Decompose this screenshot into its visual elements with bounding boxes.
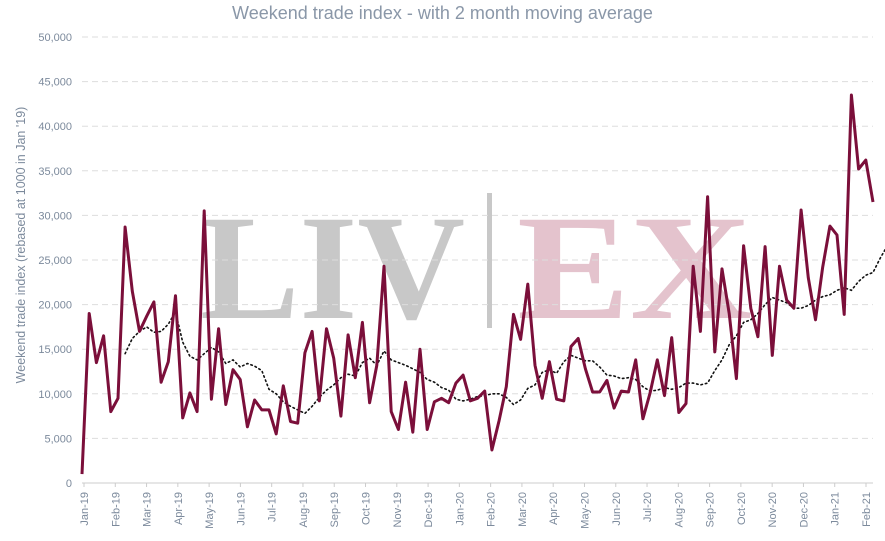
y-tick-label: 45,000 xyxy=(38,77,72,89)
y-tick-label: 30,000 xyxy=(38,210,72,222)
x-tick-label: Feb-19 xyxy=(110,492,122,527)
x-tick-label: May-20 xyxy=(579,492,591,529)
y-tick-label: 25,000 xyxy=(38,255,72,267)
y-tick-label: 10,000 xyxy=(38,389,72,401)
svg-text:LIV: LIV xyxy=(200,185,465,351)
x-tick-label: Nov-19 xyxy=(392,492,404,527)
y-tick-label: 40,000 xyxy=(38,121,72,133)
x-tick-label: Jan-19 xyxy=(79,492,91,526)
x-tick-label: Aug-20 xyxy=(673,492,685,527)
x-tick-label: Feb-21 xyxy=(861,492,873,527)
x-tick-label: Sep-19 xyxy=(329,492,341,527)
x-tick-label: Jan-21 xyxy=(830,492,842,526)
y-tick-label: 0 xyxy=(66,478,72,490)
x-tick-label: Jul-20 xyxy=(642,492,654,522)
x-tick-label: Apr-20 xyxy=(548,492,560,525)
x-tick-label: Aug-19 xyxy=(298,492,310,527)
x-tick-label: Apr-19 xyxy=(173,492,185,525)
y-tick-label: 5,000 xyxy=(44,433,72,445)
x-tick-label: Oct-19 xyxy=(361,492,373,525)
x-tick-label: Dec-20 xyxy=(798,492,810,527)
y-tick-label: 15,000 xyxy=(38,344,72,356)
x-tick-label: Feb-20 xyxy=(486,492,498,527)
y-tick-label: 35,000 xyxy=(38,166,72,178)
x-tick-label: May-19 xyxy=(204,492,216,529)
chart-title: Weekend trade index - with 2 month movin… xyxy=(232,3,653,23)
x-tick-label: Dec-19 xyxy=(423,492,435,527)
x-tick-label: Jun-19 xyxy=(235,492,247,526)
x-tick-label: Jun-20 xyxy=(611,492,623,526)
x-tick-label: Mar-20 xyxy=(517,492,529,527)
y-tick-label: 50,000 xyxy=(38,32,72,44)
y-tick-label: 20,000 xyxy=(38,300,72,312)
x-tick-label: Sep-20 xyxy=(705,492,717,527)
x-tick-label: Nov-20 xyxy=(767,492,779,527)
x-tick-label: Mar-19 xyxy=(142,492,154,527)
weekend-trade-index-line xyxy=(80,93,875,475)
x-tick-label: Jul-19 xyxy=(267,492,279,522)
x-tick-label: Oct-20 xyxy=(736,492,748,525)
x-tick-label: Jan-20 xyxy=(454,492,466,526)
livex-watermark-logo: LIV EX xyxy=(200,185,752,351)
